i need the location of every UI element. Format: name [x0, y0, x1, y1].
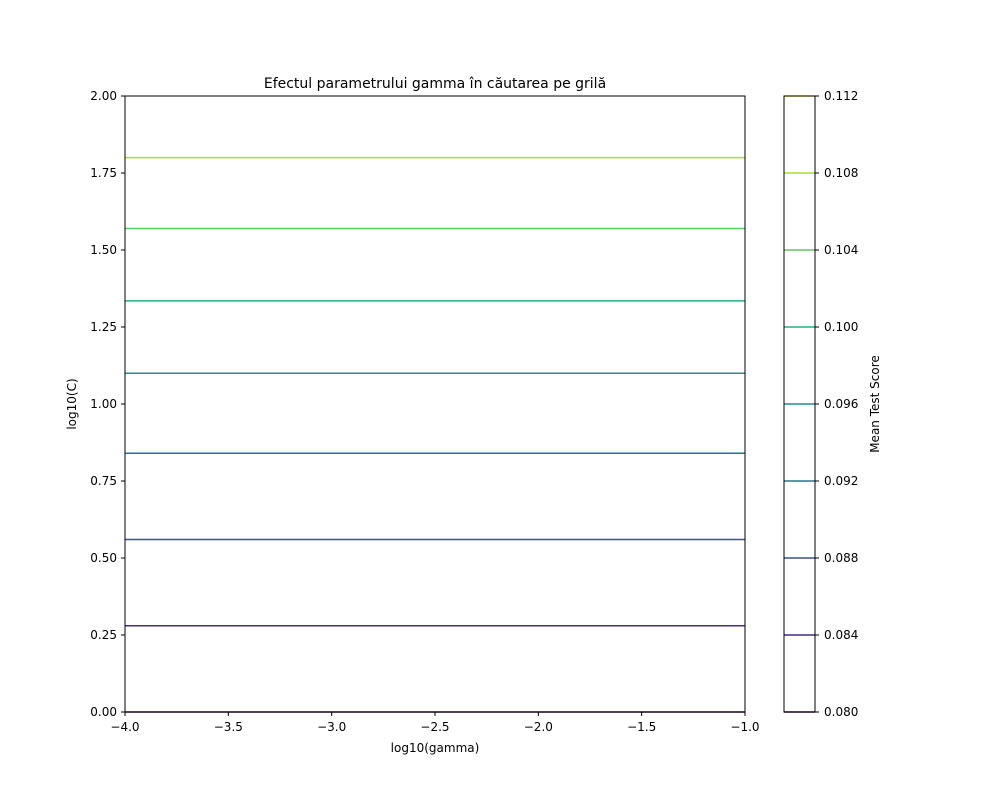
- x-tick-label: −3.5: [214, 720, 243, 734]
- colorbar-label: Mean Test Score: [868, 355, 882, 453]
- colorbar-tick-label: 0.092: [824, 474, 858, 488]
- y-tick-label: 0.25: [90, 628, 117, 642]
- colorbar-tick-label: 0.112: [824, 89, 858, 103]
- y-tick-label: 0.00: [90, 705, 117, 719]
- x-tick-label: −1.5: [627, 720, 656, 734]
- y-tick-label: 2.00: [90, 89, 117, 103]
- x-axis-label: log10(gamma): [391, 741, 480, 755]
- plot-area: −4.0 −3.5 −3.0 −2.5 −2.0 −1.5 −1.0 0.00 0.25 0.50…: [90, 89, 759, 734]
- y-tick-label: 1.25: [90, 320, 117, 334]
- plot-frame: [124, 95, 746, 713]
- colorbar-tick-label: 0.096: [824, 397, 858, 411]
- x-tick-label: −2.0: [524, 720, 553, 734]
- x-tick-label: −3.0: [317, 720, 346, 734]
- y-tick-label: 1.50: [90, 243, 117, 257]
- colorbar-tick-label: 0.108: [824, 166, 858, 180]
- y-tick-label: 0.75: [90, 474, 117, 488]
- colorbar-tick-label: 0.100: [824, 320, 858, 334]
- colorbar-tick-label: 0.104: [824, 243, 858, 257]
- colorbar-tick-label: 0.088: [824, 551, 858, 565]
- y-tick-label: 0.50: [90, 551, 117, 565]
- y-tick-label: 1.00: [90, 397, 117, 411]
- x-tick-label: −1.0: [730, 720, 759, 734]
- y-axis-label: log10(C): [65, 378, 79, 429]
- y-tick-label: 1.75: [90, 166, 117, 180]
- colorbar: 0.080 0.084 0.088 0.092 0.096 0.100 0.104 0.108…: [784, 89, 858, 719]
- chart-title: Efectul parametrului gamma în căutarea p…: [264, 76, 606, 92]
- colorbar-tick-label: 0.084: [824, 628, 858, 642]
- colorbar-tick-label: 0.080: [824, 705, 858, 719]
- x-tick-label: −4.0: [110, 720, 139, 734]
- colorbar-frame: [783, 95, 816, 713]
- x-tick-label: −2.5: [420, 720, 449, 734]
